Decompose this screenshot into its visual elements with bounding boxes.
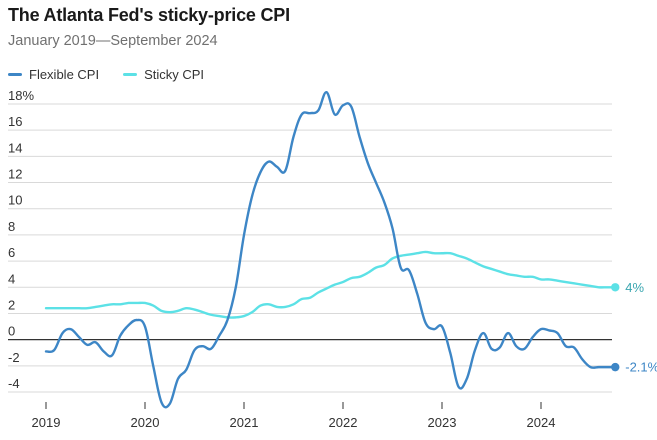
series-line-flexible	[44, 91, 617, 409]
legend-label-sticky: Sticky CPI	[144, 67, 205, 82]
legend-label-flexible: Flexible CPI	[29, 67, 100, 82]
y-tick-label: 18%	[8, 88, 34, 103]
legend-swatch-sticky	[123, 73, 138, 76]
y-tick-label: -4	[8, 376, 20, 391]
end-label-sticky: 4%	[625, 280, 644, 295]
chart-title: The Atlanta Fed's sticky-price CPI	[8, 5, 290, 25]
x-tick-label: 2021	[230, 415, 259, 430]
x-tick-label: 2023	[428, 415, 457, 430]
chart-subtitle: January 2019—September 2024	[8, 33, 218, 49]
chart-legend: Flexible CPI Sticky CPI	[8, 67, 228, 82]
y-tick-label: -2	[8, 350, 20, 365]
y-tick-label: 14	[8, 140, 22, 155]
legend-item-flexible: Flexible CPI	[8, 67, 99, 82]
legend-swatch-flexible	[8, 73, 22, 76]
end-label-flexible: -2.1%	[625, 360, 657, 375]
end-marker-flexible	[611, 362, 620, 372]
x-tick-label: 2019	[32, 415, 61, 430]
y-tick-label: 10	[8, 193, 22, 208]
y-tick-label: 6	[8, 245, 15, 260]
x-tick-label: 2022	[329, 415, 358, 430]
y-tick-label: 4	[8, 271, 15, 286]
x-tick-label: 2020	[131, 415, 160, 430]
end-marker-sticky	[611, 283, 620, 292]
y-tick-label: 16	[8, 114, 22, 129]
y-tick-label: 0	[8, 324, 15, 339]
x-tick-label: 2024	[527, 415, 556, 430]
y-tick-label: 2	[8, 297, 15, 312]
y-tick-label: 12	[8, 167, 22, 182]
series-line-sticky	[44, 250, 617, 319]
legend-item-sticky: Sticky CPI	[123, 67, 204, 82]
y-tick-label: 8	[8, 219, 15, 234]
